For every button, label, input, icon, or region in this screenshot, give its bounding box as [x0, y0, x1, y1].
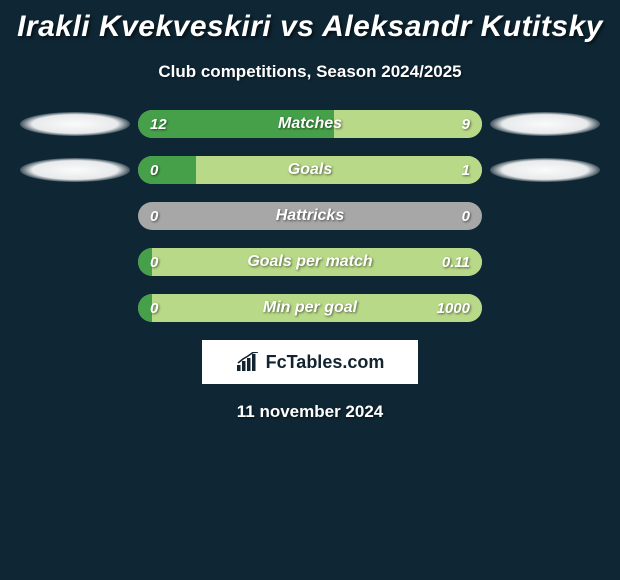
stat-bar: 00.11Goals per match [138, 248, 482, 276]
brand-text: FcTables.com [266, 352, 385, 373]
stat-row: 129Matches [0, 110, 620, 138]
brand-chart-icon [236, 352, 260, 372]
brand-box[interactable]: FcTables.com [202, 340, 418, 384]
stat-row: 00Hattricks [0, 202, 620, 230]
stat-label: Goals per match [138, 253, 482, 271]
stat-bar: 01000Min per goal [138, 294, 482, 322]
stat-label: Min per goal [138, 299, 482, 317]
player-right-marker [490, 158, 600, 182]
stat-row: 01Goals [0, 156, 620, 184]
stats-rows: 129Matches 01Goals 00Hattricks 00.11Goals p… [0, 110, 620, 322]
stat-row: 00.11Goals per match [0, 248, 620, 276]
player-right-marker [490, 112, 600, 136]
page-title: Irakli Kvekveskiri vs Aleksandr Kutitsky [0, 0, 620, 44]
date-label: 11 november 2024 [0, 402, 620, 422]
stat-bar: 00Hattricks [138, 202, 482, 230]
stat-label: Matches [138, 115, 482, 133]
stat-label: Hattricks [138, 207, 482, 225]
stat-bar: 129Matches [138, 110, 482, 138]
subtitle: Club competitions, Season 2024/2025 [0, 62, 620, 82]
player-left-marker [20, 158, 130, 182]
comparison-card: Irakli Kvekveskiri vs Aleksandr Kutitsky… [0, 0, 620, 580]
player-left-marker [20, 112, 130, 136]
stat-row: 01000Min per goal [0, 294, 620, 322]
stat-label: Goals [138, 161, 482, 179]
stat-bar: 01Goals [138, 156, 482, 184]
